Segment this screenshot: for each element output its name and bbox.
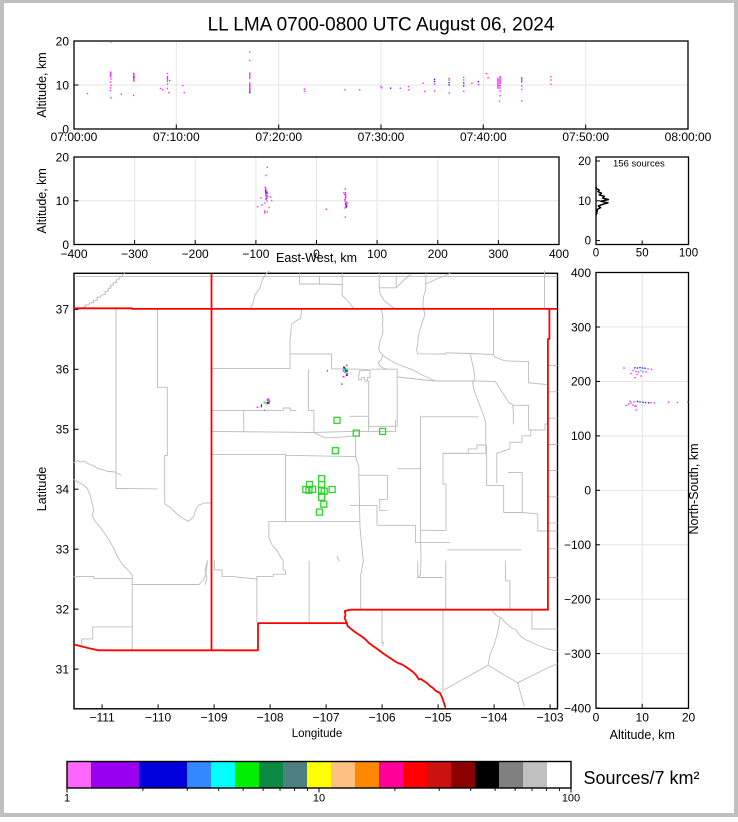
svg-text:Altitude, km: Altitude, km xyxy=(35,52,49,117)
svg-text:−300: −300 xyxy=(564,647,591,661)
svg-text:0: 0 xyxy=(62,238,69,252)
svg-text:300: 300 xyxy=(488,247,508,261)
svg-text:−400: −400 xyxy=(564,701,591,715)
svg-text:156 sources: 156 sources xyxy=(613,159,665,170)
svg-text:20: 20 xyxy=(56,34,70,48)
svg-text:−107: −107 xyxy=(313,711,340,725)
svg-text:0: 0 xyxy=(313,247,320,261)
svg-text:07:30:00: 07:30:00 xyxy=(358,130,405,144)
svg-text:100: 100 xyxy=(367,247,387,261)
svg-text:−104: −104 xyxy=(481,711,508,725)
svg-text:20: 20 xyxy=(56,150,70,164)
svg-text:East-West, km: East-West, km xyxy=(276,251,357,265)
svg-text:−300: −300 xyxy=(121,247,148,261)
svg-text:300: 300 xyxy=(571,320,591,334)
svg-text:31: 31 xyxy=(56,662,70,676)
svg-text:−200: −200 xyxy=(564,593,591,607)
svg-text:0: 0 xyxy=(584,484,591,498)
svg-text:100: 100 xyxy=(679,248,698,260)
svg-text:08:00:00: 08:00:00 xyxy=(665,130,712,144)
svg-text:Altitude, km: Altitude, km xyxy=(35,168,49,233)
svg-text:20: 20 xyxy=(578,156,591,168)
svg-text:07:20:00: 07:20:00 xyxy=(255,130,302,144)
svg-text:37: 37 xyxy=(56,303,70,317)
svg-text:−108: −108 xyxy=(257,711,284,725)
svg-text:0: 0 xyxy=(593,248,599,260)
svg-text:−105: −105 xyxy=(425,711,452,725)
svg-text:10: 10 xyxy=(56,194,70,208)
svg-text:200: 200 xyxy=(428,247,448,261)
svg-text:400: 400 xyxy=(549,247,569,261)
svg-text:−400: −400 xyxy=(60,247,87,261)
svg-text:0: 0 xyxy=(585,236,591,248)
svg-text:Altitude, km: Altitude, km xyxy=(610,728,675,742)
svg-text:07:00:00: 07:00:00 xyxy=(51,130,98,144)
svg-text:100: 100 xyxy=(562,793,580,805)
svg-text:−100: −100 xyxy=(564,538,591,552)
svg-text:Latitude: Latitude xyxy=(35,467,49,512)
svg-text:07:10:00: 07:10:00 xyxy=(153,130,200,144)
svg-text:10: 10 xyxy=(313,793,325,805)
svg-text:10: 10 xyxy=(578,196,591,208)
svg-text:100: 100 xyxy=(571,429,591,443)
svg-text:35: 35 xyxy=(56,423,70,437)
svg-text:07:40:00: 07:40:00 xyxy=(460,130,507,144)
svg-text:Sources/7 km²: Sources/7 km² xyxy=(584,768,700,788)
svg-text:−103: −103 xyxy=(537,711,564,725)
svg-text:−110: −110 xyxy=(145,711,171,725)
svg-text:200: 200 xyxy=(571,375,591,389)
svg-text:1: 1 xyxy=(64,793,70,805)
svg-text:−106: −106 xyxy=(369,711,396,725)
svg-text:−200: −200 xyxy=(182,247,209,261)
svg-text:400: 400 xyxy=(571,266,591,280)
svg-text:33: 33 xyxy=(56,543,70,557)
svg-text:LL LMA 0700-0800 UTC August 06: LL LMA 0700-0800 UTC August 06, 2024 xyxy=(208,15,555,36)
svg-text:−109: −109 xyxy=(201,711,228,725)
svg-text:32: 32 xyxy=(56,602,70,616)
svg-text:07:50:00: 07:50:00 xyxy=(562,130,609,144)
svg-text:−111: −111 xyxy=(89,711,115,725)
svg-text:20: 20 xyxy=(682,711,696,725)
svg-text:−100: −100 xyxy=(242,247,269,261)
svg-text:10: 10 xyxy=(636,711,650,725)
svg-text:34: 34 xyxy=(56,483,70,497)
svg-text:36: 36 xyxy=(56,363,70,377)
svg-text:North-South, km: North-South, km xyxy=(687,443,701,534)
svg-text:Longitude: Longitude xyxy=(292,728,343,740)
svg-text:0: 0 xyxy=(593,711,600,725)
svg-text:50: 50 xyxy=(636,248,649,260)
svg-text:0: 0 xyxy=(62,122,69,136)
svg-text:10: 10 xyxy=(56,78,70,92)
